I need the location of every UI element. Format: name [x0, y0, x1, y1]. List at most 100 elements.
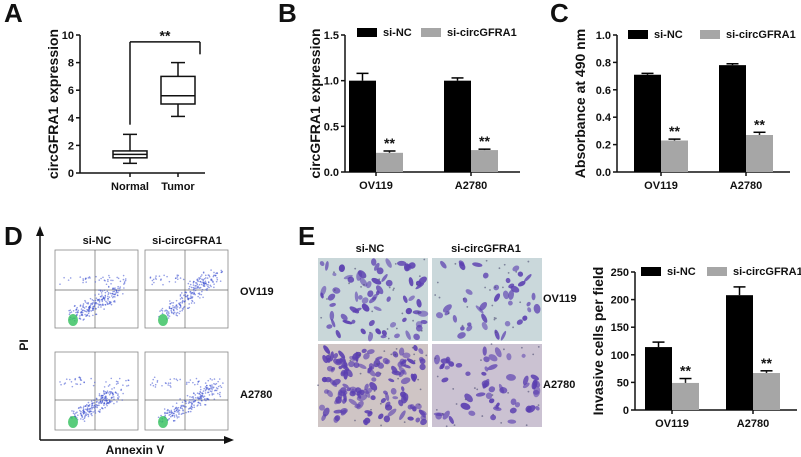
- event-dot: [173, 416, 176, 418]
- membrane-pore: [416, 283, 418, 286]
- event-dot: [114, 296, 116, 298]
- stained-cell: [348, 398, 358, 406]
- legend-label: si-NC: [654, 29, 683, 41]
- event-dot: [83, 417, 86, 420]
- membrane-pore: [498, 267, 501, 270]
- event-dot: [211, 384, 213, 386]
- event-dot: [108, 384, 111, 386]
- event-dot: [213, 286, 215, 289]
- event-dot: [195, 282, 198, 284]
- stained-cell: [384, 404, 393, 411]
- event-dot: [113, 402, 115, 405]
- event-dot: [194, 394, 197, 396]
- event-dot: [216, 272, 219, 275]
- event-dot: [103, 386, 106, 388]
- event-dot: [212, 387, 214, 389]
- event-dot: [72, 309, 75, 312]
- membrane-pore: [394, 353, 397, 356]
- event-dot: [123, 287, 125, 289]
- event-dot: [88, 411, 91, 414]
- panel-letter-A: A: [4, 0, 23, 28]
- event-dot: [101, 290, 104, 292]
- event-dot: [187, 307, 189, 309]
- stained-cell: [325, 261, 329, 271]
- stained-cell: [420, 418, 427, 426]
- event-dot: [79, 305, 82, 307]
- stained-cell: [522, 375, 529, 386]
- event-dot: [85, 412, 87, 414]
- event-dot: [151, 279, 154, 282]
- event-dot: [219, 280, 222, 282]
- stained-cell: [335, 358, 344, 364]
- event-dot: [59, 381, 61, 383]
- event-dot: [178, 416, 180, 418]
- membrane-pore: [379, 372, 382, 375]
- membrane-pore: [532, 353, 535, 356]
- event-dot: [82, 409, 84, 412]
- legend-label: si-circGFRA1: [447, 27, 517, 39]
- event-dot: [98, 402, 100, 405]
- event-dot: [100, 298, 103, 301]
- event-dot: [206, 287, 209, 290]
- stained-cell: [408, 295, 415, 301]
- event-dot: [197, 401, 200, 404]
- panel-letter-C: C: [550, 0, 569, 28]
- membrane-pore: [386, 328, 389, 330]
- event-dot: [96, 302, 98, 305]
- event-dot: [207, 388, 210, 390]
- event-dot: [190, 401, 192, 403]
- event-dot: [190, 405, 193, 408]
- event-dot: [104, 295, 107, 297]
- membrane-pore: [454, 262, 457, 265]
- event-dot: [94, 412, 97, 414]
- event-dot: [173, 414, 176, 417]
- event-dot: [73, 413, 76, 416]
- event-dot: [93, 303, 96, 306]
- stained-cell: [516, 319, 523, 325]
- event-dot: [86, 403, 88, 406]
- membrane-pore: [494, 331, 497, 334]
- bar-si-circGFRA1: [376, 152, 403, 172]
- event-dot: [90, 400, 93, 402]
- event-dot: [95, 313, 98, 316]
- stained-cell: [441, 377, 449, 383]
- significance-stars: **: [384, 135, 395, 151]
- event-dot: [126, 385, 128, 387]
- stained-cell: [442, 304, 452, 313]
- stained-cell: [522, 382, 530, 389]
- membrane-pore: [333, 289, 336, 291]
- stained-cell: [466, 325, 473, 332]
- event-dot: [210, 269, 212, 271]
- event-dot: [71, 410, 73, 412]
- event-dot: [161, 307, 164, 310]
- event-dot: [187, 410, 190, 413]
- membrane-pore: [438, 296, 441, 299]
- event-dot: [214, 274, 217, 277]
- event-dot: [191, 399, 193, 401]
- event-dot: [115, 383, 118, 385]
- event-dot: [107, 292, 110, 294]
- event-dot: [88, 408, 91, 410]
- event-dot: [217, 380, 219, 383]
- event-dot: [76, 383, 79, 385]
- event-dot: [182, 412, 185, 415]
- event-dot: [111, 388, 113, 390]
- event-dot: [100, 402, 102, 404]
- membrane-pore: [380, 424, 382, 427]
- flow-plot: [144, 351, 229, 431]
- event-dot: [124, 278, 127, 280]
- event-dot: [99, 408, 101, 411]
- membrane-pore: [326, 298, 328, 300]
- event-dot: [80, 418, 82, 420]
- event-dot: [63, 383, 66, 385]
- event-dot: [156, 381, 159, 383]
- stained-cell: [507, 300, 513, 306]
- event-dot: [198, 283, 201, 286]
- event-dot: [85, 281, 87, 283]
- membrane-pore: [373, 390, 376, 392]
- event-dot: [122, 292, 124, 295]
- event-dot: [205, 384, 208, 387]
- event-dot: [108, 399, 110, 401]
- event-dot: [173, 311, 176, 314]
- event-dot: [104, 304, 107, 306]
